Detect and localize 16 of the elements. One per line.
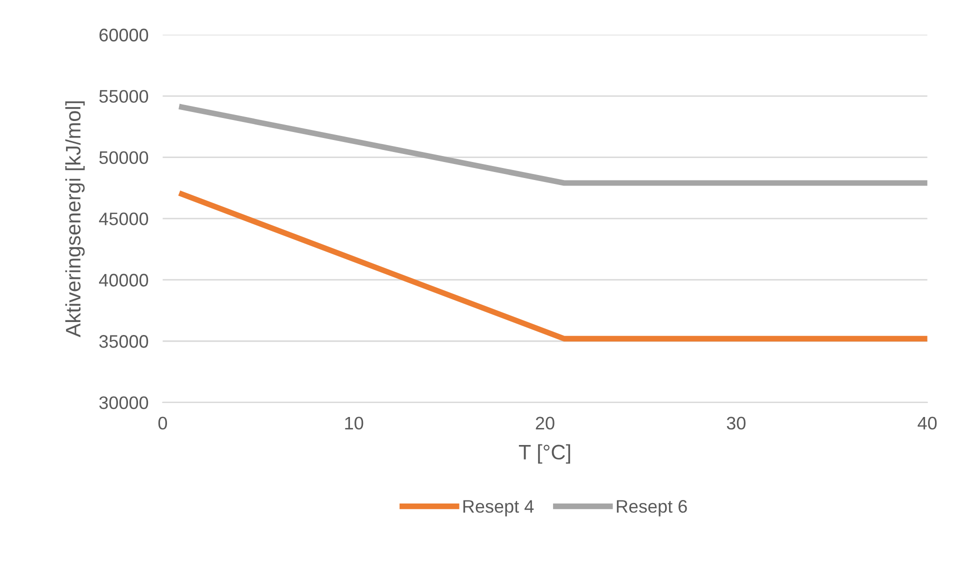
- y-tick-label: 35000: [99, 335, 148, 348]
- y-tick-label: 55000: [99, 90, 148, 103]
- x-tick-label: 10: [345, 416, 364, 430]
- y-axis-title: Aktiveringsenergi [kJ/mol]: [65, 101, 85, 338]
- x-axis-title: T [°C]: [518, 444, 570, 464]
- y-tick-label: 40000: [99, 274, 148, 287]
- y-tick-label: 60000: [100, 28, 148, 42]
- x-tick-label: 30: [726, 416, 746, 430]
- y-tick-label: 30000: [99, 396, 148, 410]
- x-tick-label: 20: [536, 416, 554, 430]
- legend-label: Resept 6: [616, 500, 687, 516]
- y-tick-label: 50000: [99, 151, 148, 164]
- y-tick-label: 45000: [99, 212, 148, 226]
- legend-label: Resept 4: [463, 500, 534, 516]
- x-tick-label: 0: [158, 416, 168, 430]
- x-tick-label: 40: [918, 416, 937, 430]
